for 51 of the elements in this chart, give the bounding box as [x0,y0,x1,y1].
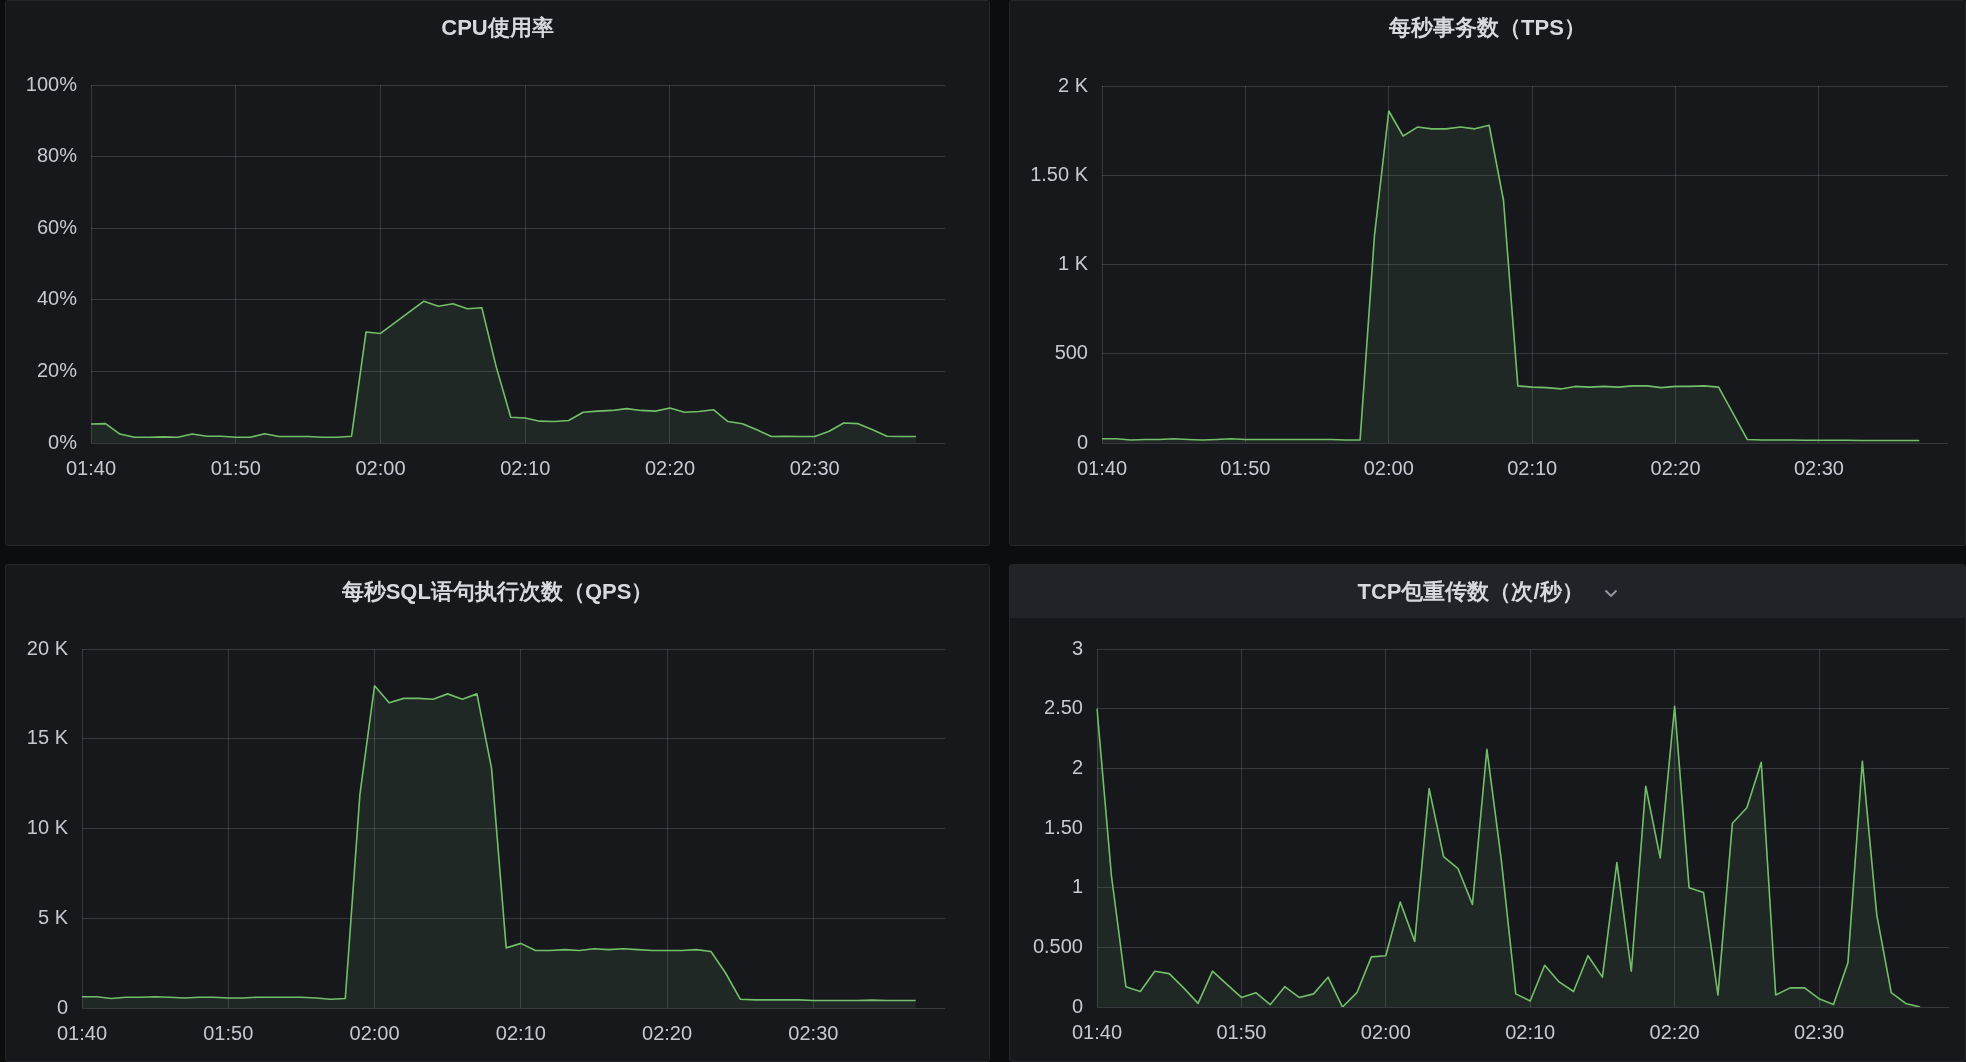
y-tick-label: 15 K [26,726,69,749]
x-tick-label: 02:30 [788,1021,839,1044]
x-tick-label: 02:00 [355,456,406,479]
x-tick-label: 02:30 [1793,456,1844,479]
y-tick-label: 5 K [37,905,69,928]
y-tick-label: 0 [1071,994,1083,1017]
x-tick-label: 02:20 [1649,1020,1700,1043]
y-tick-label: 0.500 [1032,934,1083,957]
x-tick-label: 01:40 [65,456,117,479]
y-tick-label: 100% [25,72,78,95]
x-tick-label: 02:20 [642,1021,693,1044]
x-tick-label: 02:00 [1360,1020,1411,1043]
y-tick-label: 3 [1071,636,1083,659]
y-tick-label: 1 K [1057,252,1089,275]
x-tick-label: 02:30 [789,456,840,479]
x-tick-label: 02:00 [1363,456,1414,479]
x-tick-label: 02:20 [644,456,696,479]
x-tick-label: 01:50 [210,456,261,479]
y-tick-label: 1 [1071,875,1083,898]
y-tick-label: 2.50 [1044,696,1083,719]
y-tick-label: 40% [36,287,78,310]
x-tick-label: 01:50 [1216,1020,1267,1043]
y-tick-label: 0% [48,430,78,453]
x-tick-label: 02:00 [349,1021,400,1044]
x-tick-label: 02:10 [1505,1020,1556,1043]
y-tick-label: 60% [36,215,78,238]
y-tick-label: 10 K [26,816,69,839]
x-tick-label: 02:30 [1794,1020,1845,1043]
chart-title: TCP包重传数（次/秒） [1357,578,1584,606]
x-tick-label: 02:10 [500,456,551,479]
x-tick-label: 01:40 [1071,1020,1123,1043]
x-tick-label: 01:50 [1220,456,1271,479]
y-tick-label: 2 [1071,755,1083,778]
y-tick-label: 1.50 [1044,815,1083,838]
x-tick-label: 01:50 [203,1021,254,1044]
x-tick-label: 01:40 [1076,456,1128,479]
x-tick-label: 02:20 [1650,456,1701,479]
y-tick-label: 500 [1054,341,1088,364]
chart-title: 每秒事务数（TPS） [1389,14,1586,42]
x-tick-label: 02:10 [1507,456,1558,479]
chart-title: CPU使用率 [441,14,554,42]
y-tick-label: 80% [36,144,78,167]
y-tick-label: 1.50 K [1030,162,1089,185]
y-tick-label: 2 K [1057,73,1089,96]
x-tick-label: 02:10 [495,1021,546,1044]
y-tick-label: 0 [1076,430,1088,453]
y-tick-label: 20% [36,358,78,381]
x-tick-label: 01:40 [56,1021,108,1044]
chart-title: 每秒SQL语句执行次数（QPS） [341,578,654,606]
y-tick-label: 0 [56,995,68,1018]
y-tick-label: 20 K [26,636,69,659]
